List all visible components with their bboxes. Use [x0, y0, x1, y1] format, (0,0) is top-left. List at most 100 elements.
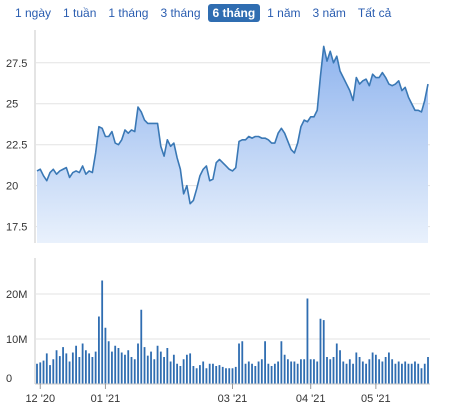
volume-bar — [414, 361, 416, 384]
volume-bar — [218, 365, 221, 384]
volume-bar — [52, 359, 55, 384]
volume-bar — [205, 368, 208, 384]
volume-bar — [397, 361, 400, 384]
volume-bar — [156, 345, 159, 384]
volume-bar — [55, 350, 58, 384]
volume-bar — [401, 363, 403, 384]
volume-tick-label: 10M — [6, 334, 27, 346]
volume-bar — [277, 361, 280, 384]
volume-bar — [150, 351, 152, 384]
volume-bar — [101, 280, 104, 384]
volume-bar — [410, 363, 413, 384]
range-tab-0[interactable]: 1 ngày — [15, 6, 52, 20]
volume-bars — [36, 280, 429, 384]
volume-bar — [264, 341, 266, 384]
volume-bar — [185, 354, 188, 384]
volume-bar — [169, 361, 172, 384]
volume-bar — [280, 341, 283, 384]
price-tick-label: 17.5 — [6, 222, 27, 234]
price-tick-label: 20 — [6, 181, 18, 193]
volume-bar — [251, 363, 253, 384]
volume-bar — [247, 361, 250, 384]
range-tab-1[interactable]: 1 tuần — [63, 6, 97, 20]
volume-bar — [234, 366, 237, 384]
volume-bar — [342, 361, 345, 384]
volume-bar — [120, 352, 123, 384]
volume-bar — [172, 354, 175, 384]
volume-bar — [300, 359, 302, 384]
volume-bar — [189, 353, 192, 384]
volume-bar — [127, 350, 130, 384]
volume-bar — [381, 361, 384, 384]
volume-bar — [107, 341, 110, 384]
date-x-axis: 12 '20 01 '21 03 '21 04 '21 05 '21 — [25, 383, 430, 405]
volume-bar — [238, 343, 240, 384]
volume-bar — [215, 366, 218, 384]
volume-bar — [49, 365, 51, 384]
volume-bar — [221, 366, 224, 384]
volume-bar — [42, 360, 45, 384]
volume-bar — [270, 366, 273, 384]
range-tab-3[interactable]: 3 tháng — [160, 6, 201, 20]
volume-bar — [98, 316, 100, 384]
volume-bar — [306, 298, 309, 384]
range-tab-7[interactable]: Tất cả — [357, 6, 392, 20]
volume-bar — [143, 347, 146, 384]
volume-bar — [91, 357, 94, 384]
range-tab-4[interactable]: 6 tháng — [207, 4, 261, 22]
volume-bar — [368, 359, 371, 384]
range-tab-5[interactable]: 1 năm — [267, 6, 301, 20]
range-tab-6[interactable]: 3 năm — [312, 6, 346, 20]
volume-bar — [309, 359, 312, 384]
volume-bar — [286, 359, 289, 384]
volume-bar — [244, 363, 247, 384]
volume-bar — [267, 363, 270, 384]
volume-bar — [146, 355, 149, 384]
volume-bar — [179, 366, 182, 384]
volume-bar — [371, 352, 374, 384]
volume-bar — [273, 363, 276, 384]
volume-bar — [326, 357, 328, 384]
volume-bar — [332, 357, 335, 384]
volume-bar — [339, 350, 341, 384]
volume-bar — [355, 352, 358, 384]
volume-bar — [257, 361, 260, 384]
volume-bar — [212, 363, 214, 384]
volume-bar — [404, 361, 407, 384]
volume-bar — [417, 363, 420, 384]
volume-bar — [137, 343, 139, 384]
volume-bar — [182, 359, 185, 384]
volume-bar — [88, 353, 91, 384]
price-tick-label: 27.5 — [6, 58, 27, 70]
volume-bar — [423, 363, 426, 384]
volume-bar — [199, 365, 201, 384]
volume-bar — [75, 345, 77, 384]
range-tab-2[interactable]: 1 tháng — [108, 6, 149, 20]
price-tick-label: 22.5 — [6, 140, 27, 152]
date-tick-label: 01 '21 — [91, 393, 121, 405]
volume-bar — [303, 359, 306, 384]
price-area — [37, 46, 428, 243]
volume-bar — [192, 366, 195, 384]
volume-tick-label: 0 — [6, 373, 12, 385]
date-tick-label: 05 '21 — [361, 393, 391, 405]
volume-bar — [208, 363, 211, 384]
volume-bar — [290, 361, 293, 384]
volume-bar — [71, 352, 74, 384]
volume-bar — [62, 347, 64, 384]
volume-bar — [365, 363, 367, 384]
volume-bar — [45, 353, 48, 384]
volume-bar — [159, 351, 162, 384]
volume-bar — [394, 363, 397, 384]
date-tick-label: 04 '21 — [296, 393, 326, 405]
volume-bar — [58, 356, 61, 384]
volume-bar — [345, 363, 348, 384]
volume-bar — [117, 348, 120, 384]
volume-bar — [228, 368, 231, 384]
volume-bar — [316, 361, 319, 384]
volume-bar — [378, 359, 381, 384]
volume-tick-label: 20M — [6, 289, 27, 301]
volume-bar — [319, 318, 322, 384]
volume-bar — [81, 343, 84, 384]
